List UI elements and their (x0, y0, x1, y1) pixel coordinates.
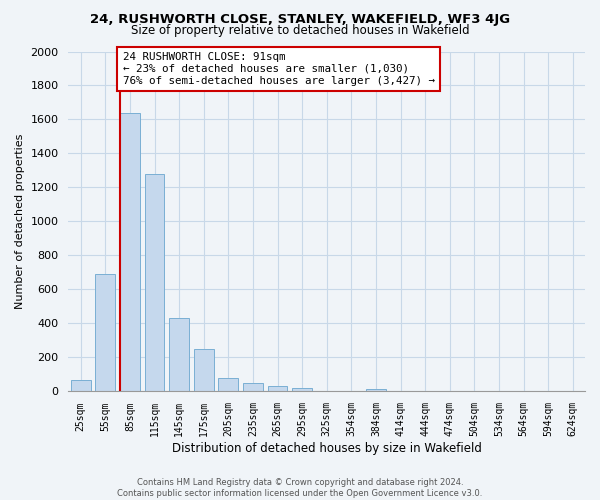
X-axis label: Distribution of detached houses by size in Wakefield: Distribution of detached houses by size … (172, 442, 482, 455)
Bar (145, 174, 164, 392)
Bar (292, 388, 312, 392)
Bar (194, 349, 214, 392)
Y-axis label: Number of detached properties: Number of detached properties (15, 134, 25, 309)
Bar (366, 389, 386, 392)
Bar (95, 274, 115, 392)
Bar (169, 318, 189, 392)
Bar (243, 383, 263, 392)
Bar (71, 380, 91, 392)
Bar (268, 386, 287, 392)
Text: Size of property relative to detached houses in Wakefield: Size of property relative to detached ho… (131, 24, 469, 37)
Text: Contains HM Land Registry data © Crown copyright and database right 2024.
Contai: Contains HM Land Registry data © Crown c… (118, 478, 482, 498)
Bar (120, 112, 140, 392)
Text: 24, RUSHWORTH CLOSE, STANLEY, WAKEFIELD, WF3 4JG: 24, RUSHWORTH CLOSE, STANLEY, WAKEFIELD,… (90, 12, 510, 26)
Text: 24 RUSHWORTH CLOSE: 91sqm
← 23% of detached houses are smaller (1,030)
76% of se: 24 RUSHWORTH CLOSE: 91sqm ← 23% of detac… (122, 52, 434, 86)
Bar (218, 378, 238, 392)
